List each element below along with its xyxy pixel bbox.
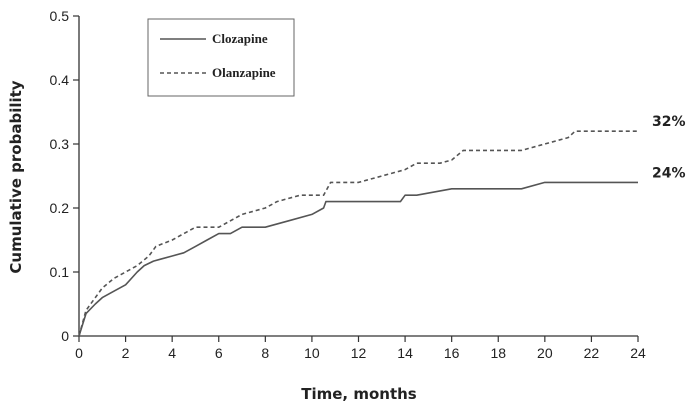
legend-label-clozapine: Clozapine: [212, 31, 268, 46]
y-tick-label: 0.3: [50, 136, 70, 152]
y-tick-label: 0.1: [50, 264, 70, 280]
x-tick-label: 12: [351, 345, 367, 361]
x-tick-label: 24: [630, 345, 646, 361]
series-line-olanzapine: [78, 130, 638, 337]
x-tick-label: 22: [584, 345, 600, 361]
x-tick-label: 8: [261, 345, 269, 361]
end-label-olanzapine: 32%: [652, 114, 686, 130]
x-tick-label: 0: [75, 345, 83, 361]
series-line-clozapine: [78, 181, 638, 337]
legend-box: [147, 18, 295, 97]
legend-label-olanzapine: Olanzapine: [212, 65, 276, 80]
x-tick-label: 18: [490, 345, 506, 361]
x-ticks: 0 2 4 6 8 10 12 14 16 18 20 22 24: [75, 336, 646, 361]
y-ticks: 0 0.1 0.2 0.3 0.4 0.5: [50, 8, 79, 344]
x-axis-label: Time, months: [301, 385, 417, 403]
y-tick-label: 0.5: [50, 8, 70, 24]
x-tick-label: 20: [537, 345, 553, 361]
y-axis-label: Cumulative probability: [7, 80, 25, 273]
x-tick-label: 6: [215, 345, 223, 361]
end-label-clozapine: 24%: [652, 165, 686, 181]
y-tick-label: 0.4: [50, 72, 70, 88]
x-tick-label: 14: [397, 345, 413, 361]
x-tick-label: 4: [168, 345, 176, 361]
legend: Clozapine Olanzapine: [147, 18, 295, 97]
y-tick-label: 0.2: [50, 200, 70, 216]
x-tick-label: 10: [304, 345, 320, 361]
y-tick-label: 0: [61, 328, 69, 344]
x-tick-label: 2: [122, 345, 130, 361]
x-tick-label: 16: [444, 345, 460, 361]
series-layer: [78, 130, 638, 337]
